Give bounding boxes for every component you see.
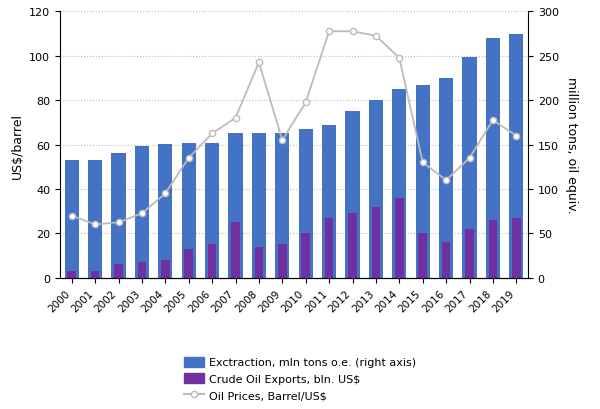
Bar — [91, 272, 100, 278]
Bar — [301, 234, 310, 278]
Bar — [182, 144, 196, 278]
Bar — [512, 218, 521, 278]
Bar — [486, 39, 500, 278]
Bar — [88, 160, 102, 278]
Bar — [392, 89, 406, 278]
Bar — [67, 272, 76, 278]
Bar — [418, 234, 427, 278]
Bar — [463, 58, 476, 278]
Bar — [369, 101, 383, 278]
Bar — [184, 249, 193, 278]
Bar — [439, 79, 453, 278]
Bar — [348, 214, 357, 278]
Bar — [161, 261, 170, 278]
Bar — [114, 265, 123, 278]
Bar — [346, 112, 359, 278]
Bar — [509, 34, 523, 278]
Bar — [135, 147, 149, 278]
Bar — [158, 144, 172, 278]
Bar — [322, 126, 336, 278]
Bar — [395, 198, 404, 278]
Bar — [275, 134, 289, 278]
Bar — [371, 207, 380, 278]
Bar — [208, 245, 217, 278]
Bar — [442, 243, 451, 278]
Bar — [229, 134, 242, 278]
Bar — [278, 245, 287, 278]
Y-axis label: million tons, oil equiv.: million tons, oil equiv. — [565, 77, 578, 213]
Bar — [231, 223, 240, 278]
Bar — [205, 144, 219, 278]
Bar — [299, 130, 313, 278]
Bar — [416, 86, 430, 278]
Bar — [488, 220, 497, 278]
Bar — [252, 134, 266, 278]
Bar — [137, 263, 146, 278]
Bar — [325, 218, 334, 278]
Bar — [65, 160, 79, 278]
Bar — [254, 247, 263, 278]
Bar — [112, 154, 125, 278]
Bar — [465, 229, 474, 278]
Y-axis label: US$/barrel: US$/barrel — [11, 112, 23, 178]
Legend: Exctraction, mln tons o.e. (right axis), Crude Oil Exports, bln. US$, Oil Prices: Exctraction, mln tons o.e. (right axis),… — [181, 353, 419, 403]
